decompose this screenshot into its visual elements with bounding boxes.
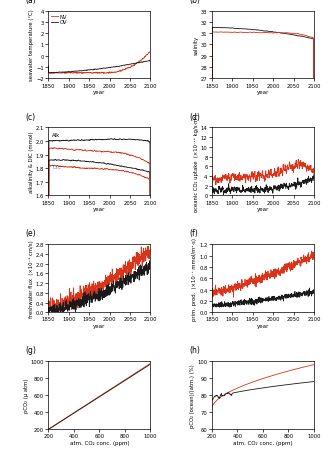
Text: (c): (c) [26, 112, 36, 121]
Text: (d): (d) [189, 112, 200, 121]
X-axis label: year: year [93, 323, 106, 328]
OV [106, 66, 110, 72]
Text: (e): (e) [26, 229, 36, 238]
Y-axis label: seawater temperature (°C): seawater temperature (°C) [29, 10, 34, 81]
OV [112, 65, 116, 70]
NV [46, 64, 50, 69]
NV [135, 62, 138, 67]
X-axis label: year: year [257, 323, 269, 328]
OV [124, 63, 128, 69]
Line: OV: OV [48, 59, 150, 74]
X-axis label: year: year [257, 90, 269, 95]
Y-axis label: pCO₂ (μ atm): pCO₂ (μ atm) [24, 378, 29, 413]
Legend: NV, OV: NV, OV [51, 14, 67, 26]
NV [109, 71, 112, 76]
OV [148, 56, 152, 62]
Y-axis label: prim. prod.  (×10⁻⁷ mmol/m²·s): prim. prod. (×10⁻⁷ mmol/m²·s) [192, 237, 197, 320]
Line: NV: NV [48, 52, 150, 74]
X-axis label: year: year [93, 207, 106, 212]
Text: Alk: Alk [52, 132, 61, 137]
NV [148, 49, 152, 55]
Text: DIC: DIC [52, 165, 62, 170]
OV [50, 71, 54, 77]
Text: (h): (h) [189, 346, 200, 354]
Y-axis label: pCO₂ (ocean)/(atm.) (%): pCO₂ (ocean)/(atm.) (%) [190, 364, 195, 427]
NV [52, 71, 56, 77]
Y-axis label: oceanic CO₂ uptake  (×10⁻¹³ kg/s·m²): oceanic CO₂ uptake (×10⁻¹³ kg/s·m²) [194, 113, 199, 211]
Text: (f): (f) [189, 229, 198, 238]
X-axis label: atm. CO₂ conc. (ppm): atm. CO₂ conc. (ppm) [70, 440, 129, 445]
X-axis label: year: year [257, 207, 269, 212]
X-axis label: year: year [93, 90, 106, 95]
NV [148, 51, 152, 56]
OV [53, 71, 57, 76]
Y-axis label: freshwater flux  (×10⁻⁵ cm/s): freshwater flux (×10⁻⁵ cm/s) [29, 240, 34, 318]
OV [135, 61, 138, 67]
NV [106, 71, 110, 76]
NV [112, 70, 116, 76]
Y-axis label: salinity: salinity [194, 36, 199, 55]
Text: (a): (a) [26, 0, 37, 5]
Y-axis label: alkalinity & DIC (mmol): alkalinity & DIC (mmol) [29, 131, 34, 193]
OV [109, 66, 112, 71]
Text: (g): (g) [26, 346, 37, 354]
Text: (b): (b) [189, 0, 200, 5]
NV [80, 72, 84, 77]
NV [124, 67, 128, 73]
OV [46, 64, 50, 70]
X-axis label: atm. CO₂ conc. (ppm): atm. CO₂ conc. (ppm) [233, 440, 293, 445]
